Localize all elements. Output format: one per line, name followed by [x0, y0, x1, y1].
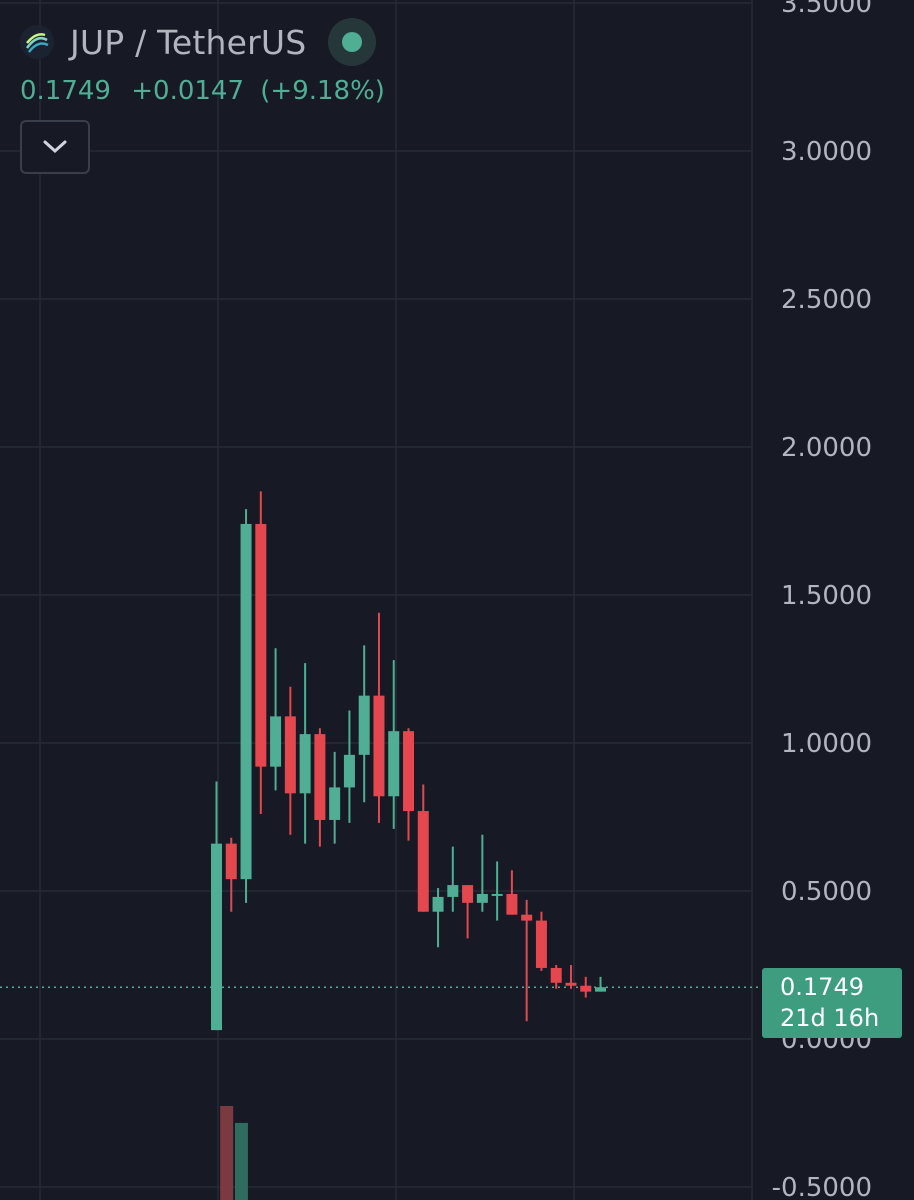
volume-bar — [234, 1122, 248, 1200]
candle-body — [580, 985, 592, 992]
candle-body — [358, 695, 370, 755]
candle-body — [432, 896, 444, 912]
candle-body — [403, 731, 415, 812]
y-axis-tick-label: 0.5000 — [781, 877, 872, 907]
price-change-row: 0.1749 +0.0147 (+9.18%) — [20, 76, 397, 106]
last-price: 0.1749 — [20, 76, 111, 106]
candle-body — [284, 716, 296, 794]
candle-body — [211, 843, 222, 1031]
candle-body — [225, 843, 237, 880]
candle-body — [491, 893, 503, 896]
candle-body — [417, 811, 429, 912]
y-axis-tick-label: 1.0000 — [781, 729, 872, 759]
price-change-percent: (+9.18%) — [260, 76, 385, 106]
candle-body — [550, 967, 562, 983]
last-price-tag: 0.1749 21d 16h — [762, 968, 902, 1038]
y-axis-tick-label: -0.5000 — [772, 1173, 872, 1200]
market-status-icon[interactable] — [328, 18, 377, 66]
candle-body — [240, 523, 252, 880]
candle-body — [388, 731, 400, 797]
y-axis-tick-label: 1.5000 — [781, 581, 872, 611]
legend-toggle-button[interactable] — [20, 120, 90, 174]
candle-body — [255, 523, 267, 767]
price-tag-value: 0.1749 — [780, 973, 864, 1001]
jupiter-logo-icon — [20, 25, 54, 59]
candle-body — [476, 893, 488, 903]
candle-body — [299, 734, 311, 794]
y-axis-tick-label: 2.5000 — [781, 285, 872, 315]
candle-body — [314, 734, 326, 820]
chevron-down-icon — [43, 140, 67, 154]
candle-body — [373, 695, 385, 797]
symbol-name[interactable]: JUP / TetherUS — [70, 22, 307, 62]
candle-body — [506, 893, 518, 915]
price-tag-countdown: 21d 16h — [780, 1004, 880, 1032]
symbol-header[interactable]: JUP / TetherUS — [20, 18, 377, 66]
candle-body — [521, 914, 533, 921]
candle-body — [462, 885, 474, 903]
price-change: +0.0147 — [131, 76, 245, 106]
candle-body — [447, 885, 459, 897]
candle-body — [595, 987, 607, 992]
candle-body — [270, 716, 282, 767]
candle-body — [565, 982, 577, 986]
y-axis-tick-label: 3.5000 — [781, 0, 872, 19]
volume-bar — [220, 1106, 234, 1200]
y-axis-tick-label: 3.0000 — [781, 137, 872, 167]
y-axis-tick-label: 2.0000 — [781, 433, 872, 463]
candle-body — [329, 787, 341, 820]
candle-body — [343, 754, 355, 788]
candle-body — [535, 920, 547, 968]
